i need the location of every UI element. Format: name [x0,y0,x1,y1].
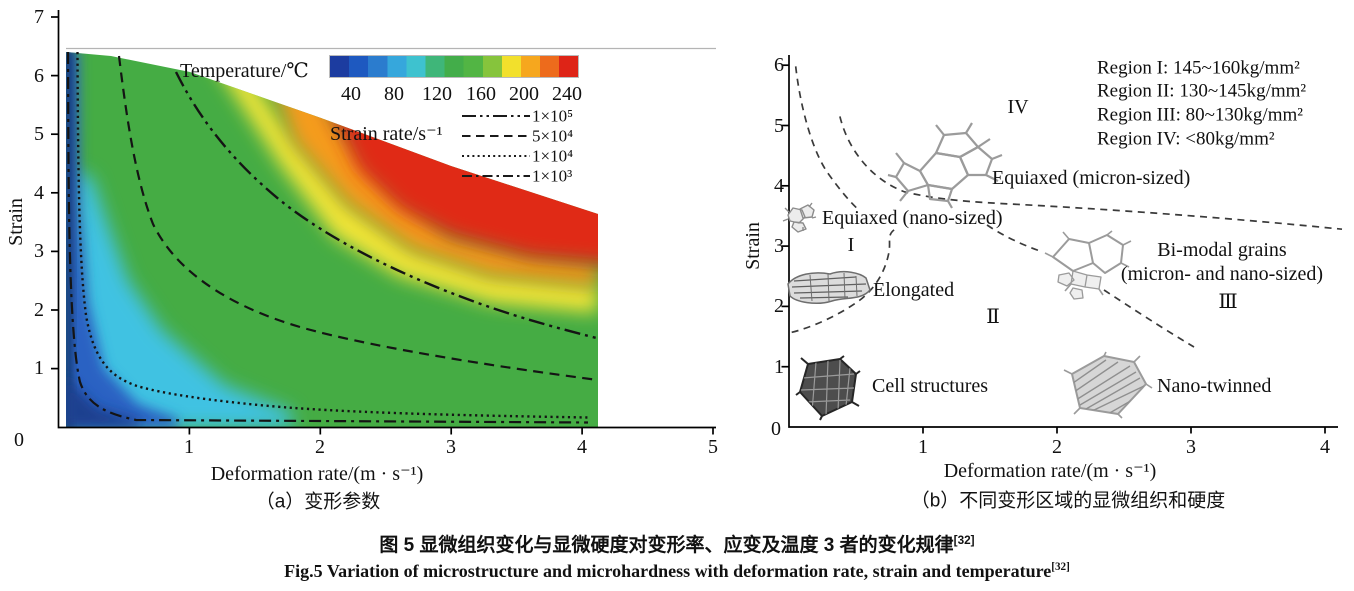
nano-twinned-icon [1063,351,1153,419]
figure-caption-en-ref: [32] [1051,561,1070,573]
figure-caption-zh: 图 5 显微组织变化与显微硬度对变形率、应变及温度 3 者的变化规律[32] [379,533,975,557]
x-tick-b-1: 1 [918,436,928,458]
x-tick-a-5: 5 [708,436,718,458]
x-tick-a-2: 2 [315,436,325,458]
y-tick-a-6: 6 [34,65,44,87]
x-ticks-a [188,427,714,435]
figure-caption-zh-ref: [32] [953,533,975,547]
y-tick-b-5: 5 [774,115,784,137]
label-nano-twinned: Nano-twinned [1157,375,1272,397]
boundary-region-i [791,227,898,334]
annotation-region-1: Region I: 145~160kg/mm² [1097,57,1300,79]
colorbar-tick-80: 80 [384,83,404,105]
legend-label-1e4: 1×10⁴ [532,146,574,166]
contour-1e5 [174,71,601,341]
y-ticks-b [781,64,789,368]
y-axis-label-b: Strain [742,222,764,270]
colorbar-tick-200: 200 [509,83,539,105]
boundary-ii-iii-lower [1103,289,1195,348]
x-tick-a-4: 4 [577,436,587,458]
y-tick-a-1: 1 [34,357,44,379]
cell-structures-icon [795,355,861,421]
region-label-i: I [847,234,855,256]
annotation-region-3: Region III: 80~130kg/mm² [1097,104,1303,126]
contour-1e4 [76,51,589,419]
figure-caption-zh-text: 图 5 显微组织变化与显微硬度对变形率、应变及温度 3 者的变化规律 [379,535,954,557]
y-tick-a-2: 2 [34,299,44,321]
label-bimodal-line1: Bi-modal grains [1157,239,1287,261]
x-axis-label-b: Deformation rate/(m · s⁻¹) [943,460,1157,482]
x-ticks-b [922,427,1326,434]
y-tick-b-1: 1 [774,356,784,378]
y-tick-a-3: 3 [34,240,44,262]
equiaxed-nano-icon [782,202,817,233]
region-map-b [781,55,1343,434]
sub-caption-a: （a）变形参数 [255,491,381,513]
figure-graphics [51,10,1343,435]
legend-line-samples [462,115,530,177]
region-boundaries [791,66,1343,348]
contour-1e3 [66,51,589,424]
colorbar-tick-160: 160 [466,83,496,105]
y-tick-b-4: 4 [774,175,784,197]
figure-caption-en: Fig.5 Variation of microstructure and mi… [284,561,1070,581]
label-elongated: Elongated [873,279,955,301]
x-tick-a-3: 3 [446,436,456,458]
x-tick-a-1: 1 [184,436,194,458]
y-tick-b-2: 2 [774,295,784,317]
label-equiaxed-micron: Equiaxed (micron-sized) [992,167,1191,189]
sub-caption-b: （b）不同变形区域的显微组织和硬度 [910,490,1226,512]
x-tick-b-3: 3 [1186,436,1196,458]
y-tick-b-3: 3 [774,235,784,257]
colorbar-tick-40: 40 [341,83,361,105]
legend-label-5e4: 5×10⁴ [532,126,574,146]
region-label-ii: Ⅱ [986,306,1000,328]
annotation-region-2: Region II: 130~145kg/mm² [1097,80,1307,102]
y-axis-label-a: Strain [5,198,27,246]
label-cell-structures: Cell structures [872,375,989,397]
elongated-icon [787,271,871,304]
y-tick-b-0: 0 [771,418,781,440]
contour-5e4 [117,55,599,382]
legend-title: Strain rate/s⁻¹ [330,123,443,145]
axes-a [57,10,716,429]
x-tick-b-4: 4 [1320,436,1330,458]
figure-caption-en-text: Fig.5 Variation of microstructure and mi… [284,561,1052,581]
y-tick-a-4: 4 [34,182,44,204]
bimodal-grains-icon [1044,230,1132,300]
annotation-region-4: Region IV: <80kg/mm² [1097,128,1275,150]
region-label-iii: Ⅲ [1218,291,1238,313]
label-equiaxed-nano: Equiaxed (nano-sized) [822,207,1003,229]
boundary-region-iv [839,116,1343,231]
colorbar-tick-240: 240 [552,83,582,105]
x-tick-b-2: 2 [1052,436,1062,458]
axes-b [788,55,1338,428]
colorbar [329,55,579,78]
equiaxed-micron-icon [887,122,1003,209]
y-tick-a-0: 0 [14,429,24,451]
y-tick-b-6: 6 [774,54,784,76]
region-label-iv: IV [1007,96,1029,118]
y-tick-a-7: 7 [34,6,44,28]
x-axis-label-a: Deformation rate/(m · s⁻¹) [210,463,424,485]
boundary-ii-iii-upper [986,224,1041,252]
boundary-upper-left [794,66,860,211]
legend-label-1e3: 1×10³ [532,166,573,186]
colorbar-tick-120: 120 [422,83,452,105]
y-ticks-a [51,16,59,370]
legend-label-1e5: 1×10⁵ [532,106,574,126]
colorbar-title: Temperature/℃ [180,60,309,82]
y-tick-a-5: 5 [34,123,44,145]
label-bimodal-line2: (micron- and nano-sized) [1120,263,1324,285]
